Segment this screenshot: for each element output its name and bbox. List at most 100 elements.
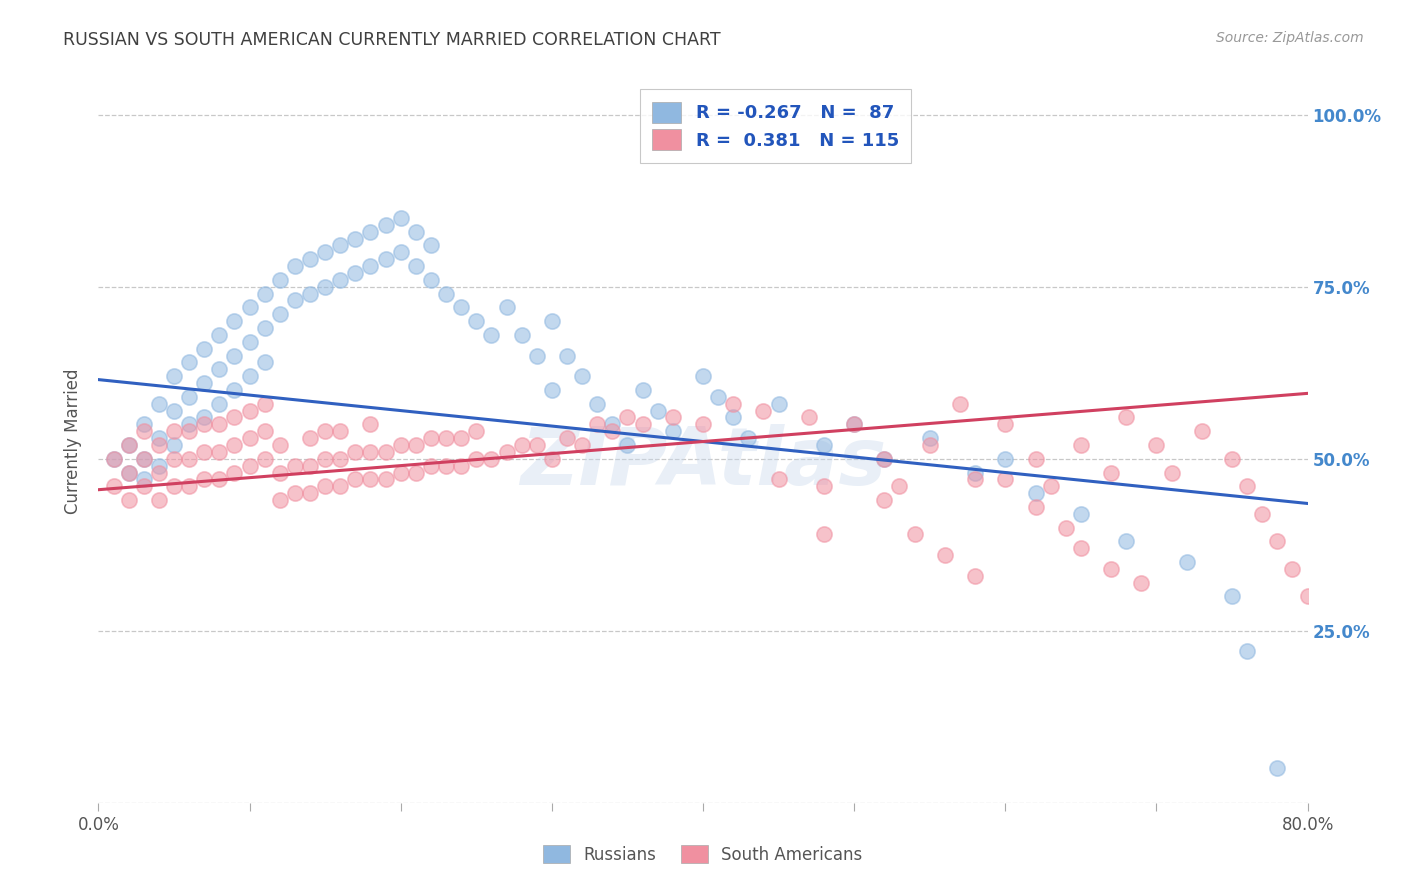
Point <box>224 314 246 328</box>
Point <box>405 438 427 452</box>
Point <box>269 307 291 321</box>
Point <box>132 424 155 438</box>
Point <box>163 424 186 438</box>
Point <box>118 466 141 480</box>
Point <box>1191 424 1213 438</box>
Point <box>239 369 262 384</box>
Point <box>1070 507 1092 521</box>
Point <box>344 231 367 245</box>
Point <box>253 451 276 466</box>
Y-axis label: Currently Married: Currently Married <box>65 368 83 515</box>
Point <box>1115 410 1137 425</box>
Point <box>465 451 488 466</box>
Point <box>1099 466 1122 480</box>
Point <box>1099 562 1122 576</box>
Point <box>193 342 215 356</box>
Point <box>269 273 291 287</box>
Point <box>193 445 215 459</box>
Point <box>1251 507 1274 521</box>
Point <box>616 410 638 425</box>
Point <box>284 486 307 500</box>
Point <box>661 424 683 438</box>
Point <box>434 431 457 445</box>
Point <box>723 397 745 411</box>
Point <box>1281 562 1303 576</box>
Text: ZIPAtlas: ZIPAtlas <box>520 425 886 502</box>
Point <box>389 211 412 225</box>
Point <box>269 466 291 480</box>
Point <box>1296 590 1319 604</box>
Point <box>284 293 307 308</box>
Point <box>420 431 443 445</box>
Point <box>163 438 186 452</box>
Point <box>132 479 155 493</box>
Point <box>692 417 714 432</box>
Point <box>224 383 246 397</box>
Point <box>284 259 307 273</box>
Point <box>193 417 215 432</box>
Point <box>1039 479 1062 493</box>
Point <box>239 403 262 417</box>
Point <box>193 376 215 390</box>
Point <box>844 417 866 432</box>
Point <box>132 451 155 466</box>
Point <box>420 238 443 252</box>
Point <box>224 349 246 363</box>
Point <box>450 458 472 473</box>
Point <box>360 225 382 239</box>
Point <box>193 472 215 486</box>
Point <box>118 438 141 452</box>
Point <box>374 472 396 486</box>
Point <box>434 286 457 301</box>
Point <box>329 451 352 466</box>
Point <box>692 369 714 384</box>
Point <box>314 479 336 493</box>
Point <box>253 355 276 369</box>
Point <box>495 301 517 315</box>
Point <box>571 369 593 384</box>
Point <box>434 458 457 473</box>
Point <box>239 301 262 315</box>
Point <box>329 273 352 287</box>
Point <box>647 403 669 417</box>
Point <box>797 410 820 425</box>
Point <box>889 479 911 493</box>
Point <box>586 397 609 411</box>
Point <box>179 479 201 493</box>
Point <box>994 417 1017 432</box>
Point <box>526 438 548 452</box>
Point <box>284 458 307 473</box>
Point <box>1024 500 1046 514</box>
Point <box>1236 644 1258 658</box>
Point <box>465 314 488 328</box>
Point <box>374 252 396 267</box>
Point <box>420 458 443 473</box>
Point <box>465 424 488 438</box>
Point <box>299 252 322 267</box>
Point <box>148 397 170 411</box>
Point <box>239 458 262 473</box>
Point <box>103 451 125 466</box>
Legend: Russians, South Americans: Russians, South Americans <box>537 838 869 871</box>
Point <box>768 472 790 486</box>
Point <box>208 327 231 342</box>
Point <box>631 417 654 432</box>
Point <box>269 493 291 508</box>
Point <box>299 486 322 500</box>
Point <box>1267 534 1289 549</box>
Point <box>918 438 941 452</box>
Point <box>314 279 336 293</box>
Point <box>723 410 745 425</box>
Point <box>420 273 443 287</box>
Text: Source: ZipAtlas.com: Source: ZipAtlas.com <box>1216 31 1364 45</box>
Point <box>813 438 835 452</box>
Point <box>299 458 322 473</box>
Point <box>555 349 578 363</box>
Point <box>405 466 427 480</box>
Point <box>602 417 624 432</box>
Point <box>389 466 412 480</box>
Point <box>148 493 170 508</box>
Point <box>374 218 396 232</box>
Point <box>329 479 352 493</box>
Point <box>179 424 201 438</box>
